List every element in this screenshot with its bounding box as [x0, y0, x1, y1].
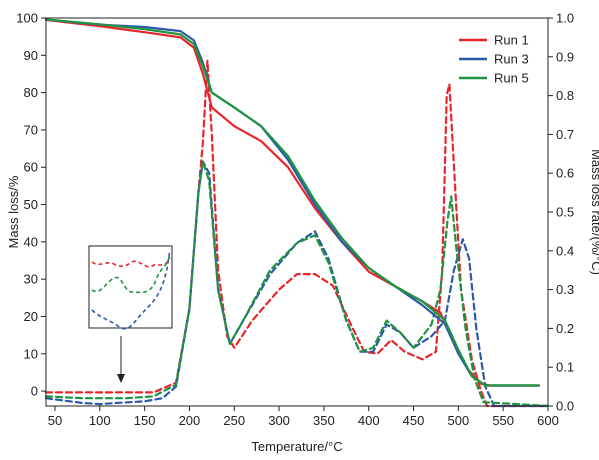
ticks-layer: 50 100 150 200 250 300 350 400 450 500 550 600 0 10 20…	[16, 11, 574, 429]
x-tick-label-2: 150	[134, 413, 156, 428]
x-tick-label-10: 550	[492, 413, 514, 428]
y-left-tick-label-9: 90	[24, 48, 38, 63]
x-tick-label-8: 450	[403, 413, 425, 428]
x-tick-label-1: 100	[89, 413, 111, 428]
inset-run-3-rate	[91, 249, 171, 330]
y-right-tick-label-7: 0.7	[556, 127, 574, 142]
x-axis-title: Temperature/°C	[251, 439, 342, 454]
legend-label-2: Run 3	[494, 52, 529, 67]
y-left-tick-label-10: 100	[16, 11, 38, 26]
inset-frame	[88, 245, 173, 329]
y-left-tick-label-6: 60	[24, 160, 38, 175]
y-right-tick-label-0: 0.0	[556, 399, 574, 414]
y-axis-title-left: Mass loss/%	[6, 175, 21, 248]
legend-label-1: Run 1	[494, 33, 529, 48]
legend: Run 1 Run 3 Run 5	[459, 33, 529, 86]
arrow-head	[117, 374, 125, 383]
y-right-tick-label-4: 0.4	[556, 243, 574, 258]
y-right-tick-label-9: 0.9	[556, 49, 574, 64]
y-right-tick-label-2: 0.2	[556, 321, 574, 336]
x-tick-label-9: 500	[448, 413, 470, 428]
inset-run-1-rate	[91, 257, 171, 268]
x-tick-label-5: 300	[268, 413, 290, 428]
series-layer	[44, 18, 550, 408]
x-tick-label-4: 250	[223, 413, 245, 428]
y-left-tick-label-4: 40	[24, 234, 38, 249]
y-right-tick-label-5: 0.5	[556, 205, 574, 220]
x-tick-label-11: 600	[537, 413, 559, 428]
y-left-tick-label-0: 0	[31, 384, 38, 399]
y-left-tick-label-3: 30	[24, 272, 38, 287]
y-left-tick-label-7: 70	[24, 122, 38, 137]
series-line-run-1	[44, 18, 541, 387]
x-tick-label-6: 350	[313, 413, 335, 428]
y-right-tick-label-6: 0.6	[556, 166, 574, 181]
y-right-tick-label-3: 0.3	[556, 282, 574, 297]
x-tick-label-7: 400	[358, 413, 380, 428]
x-tick-label-3: 200	[179, 413, 201, 428]
y-right-tick-label-8: 0.8	[556, 88, 574, 103]
y-axis-title-right: Mass loss rate/(%/°C)	[589, 149, 599, 275]
x-tick-label-0: 50	[48, 413, 62, 428]
plot-frame	[45, 17, 549, 407]
legend-label-3: Run 5	[494, 71, 529, 86]
y-left-tick-label-2: 20	[24, 309, 38, 324]
y-left-tick-label-1: 10	[24, 346, 38, 361]
inset-zoom	[88, 245, 173, 383]
y-left-tick-label-5: 50	[24, 197, 38, 212]
series-line-run-5-rate	[44, 160, 550, 408]
series-line-run-3-rate	[44, 160, 550, 408]
y-right-tick-label-1: 0.1	[556, 360, 574, 375]
series-line-run-5	[44, 18, 541, 387]
inset-run-5-rate	[91, 253, 171, 294]
y-left-tick-label-8: 80	[24, 85, 38, 100]
y-right-tick-label-10: 1.0	[556, 11, 574, 26]
